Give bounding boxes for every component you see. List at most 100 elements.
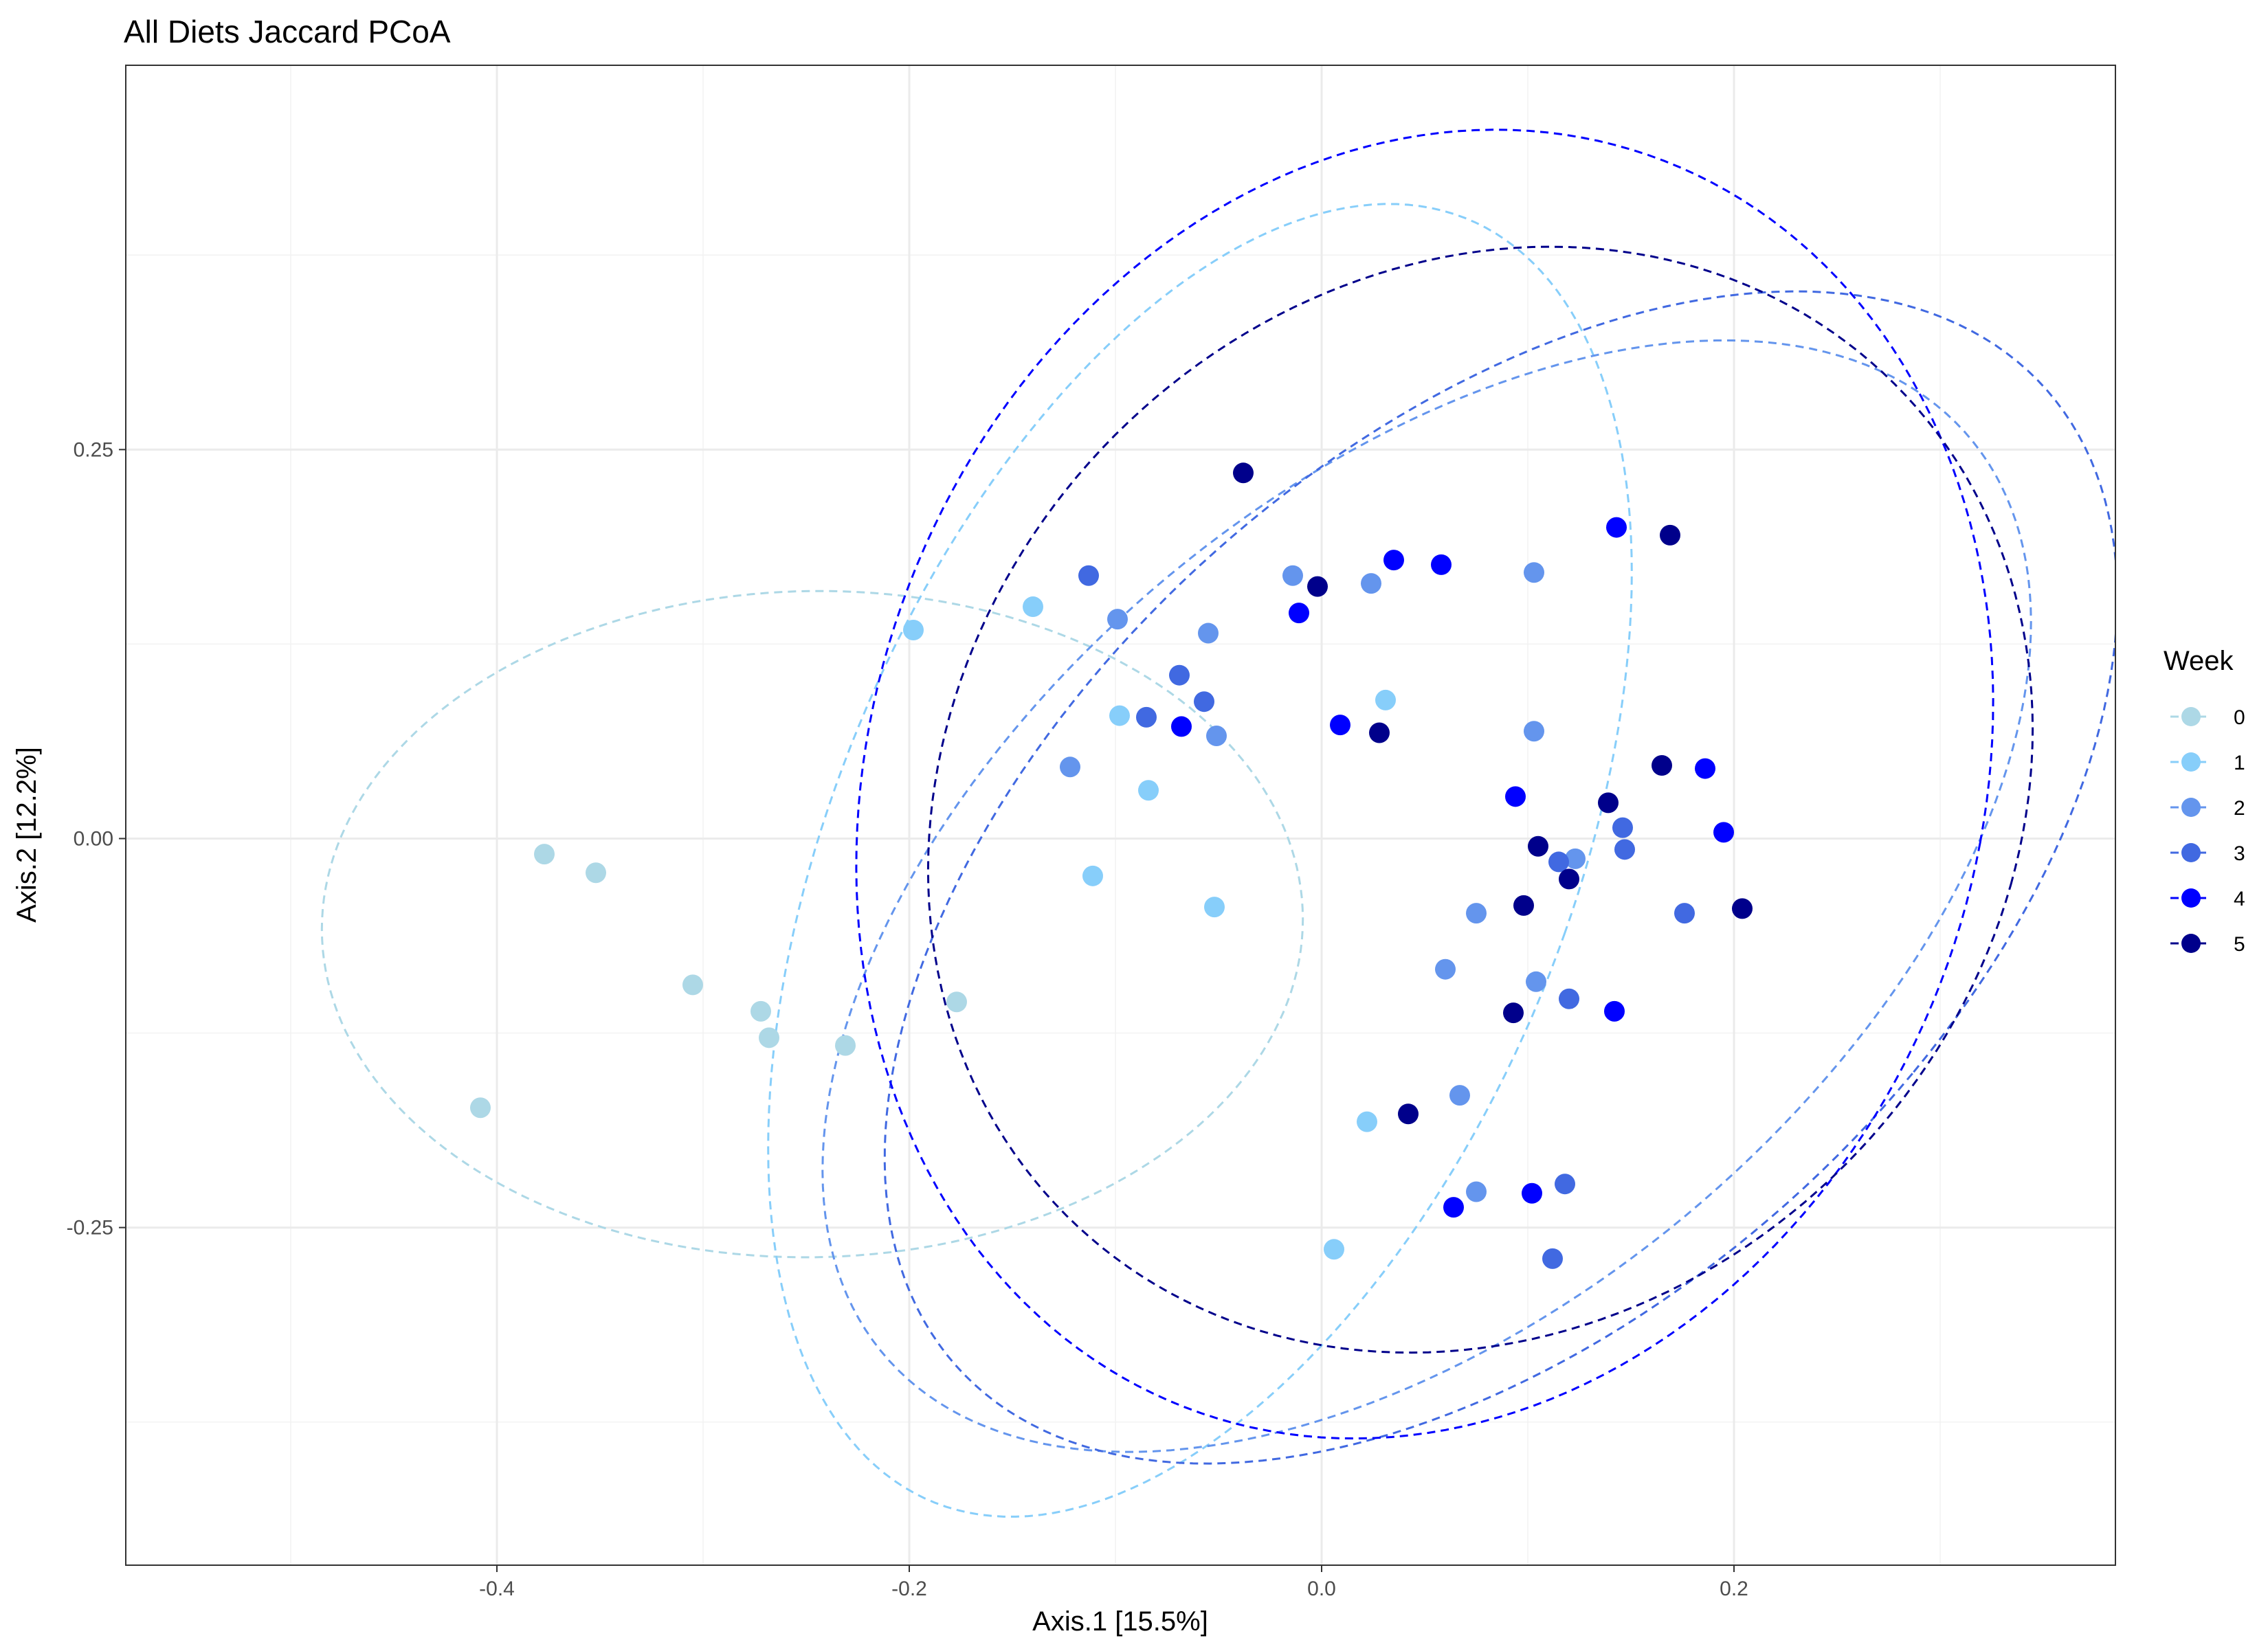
- point-week-2: [1060, 756, 1080, 778]
- point-week-1: [1375, 689, 1396, 710]
- point-week-1: [1357, 1111, 1377, 1132]
- point-week-1: [1023, 596, 1043, 618]
- y-tick-label: 0.25: [74, 438, 113, 461]
- point-week-2: [1526, 971, 1546, 992]
- point-week-1: [1204, 897, 1225, 918]
- point-week-3: [1559, 988, 1579, 1009]
- points-layer: [470, 462, 1753, 1269]
- point-week-4: [1443, 1197, 1464, 1218]
- point-week-4: [1604, 1000, 1625, 1022]
- legend-key-week-2: [2170, 798, 2212, 817]
- legend-key-week-4: [2170, 888, 2212, 908]
- ellipse-week-5: [926, 245, 2034, 1354]
- point-week-1: [903, 620, 924, 641]
- point-week-0: [586, 862, 606, 884]
- legend-key-week-5: [2170, 934, 2212, 953]
- point-week-3: [1542, 1248, 1563, 1269]
- legend-label-week-4: 4: [2234, 888, 2245, 910]
- legend-point: [2181, 888, 2201, 908]
- point-week-2: [1524, 562, 1544, 583]
- legend-point: [2181, 752, 2201, 772]
- x-axis: -0.4 -0.2 0.0 0.2: [479, 1565, 1748, 1600]
- point-week-5: [1307, 576, 1328, 597]
- point-week-2: [1466, 1181, 1487, 1202]
- point-week-5: [1732, 898, 1753, 919]
- point-week-2: [1524, 721, 1544, 742]
- point-week-5: [1559, 868, 1579, 890]
- point-week-0: [835, 1035, 856, 1056]
- y-axis: -0.25 0.00 0.25: [67, 438, 126, 1239]
- point-week-4: [1431, 554, 1452, 575]
- legend-point: [2181, 798, 2201, 817]
- ellipse-week-4: [855, 128, 1994, 1440]
- point-week-3: [1614, 839, 1635, 860]
- point-week-4: [1505, 786, 1526, 807]
- point-week-1: [1138, 780, 1159, 801]
- point-week-5: [1503, 1002, 1524, 1024]
- point-week-1: [1082, 865, 1103, 886]
- legend-label-week-1: 1: [2234, 752, 2245, 774]
- point-week-5: [1652, 755, 1672, 776]
- legend-label-week-2: 2: [2234, 797, 2245, 820]
- panel-border: [125, 65, 2116, 1566]
- point-week-4: [1171, 716, 1192, 737]
- legend-point: [2181, 707, 2201, 726]
- legend: Week 0 1 2 3 4 5: [2164, 646, 2245, 956]
- point-week-3: [1078, 565, 1099, 586]
- point-week-3: [1136, 706, 1157, 728]
- point-week-5: [1528, 835, 1548, 857]
- point-week-3: [1194, 691, 1214, 713]
- point-week-5: [1369, 722, 1390, 743]
- ellipse-week-0: [320, 590, 1304, 1259]
- x-tick-label: -0.2: [891, 1578, 927, 1600]
- point-week-0: [534, 844, 555, 865]
- point-week-0: [470, 1097, 491, 1119]
- point-week-3: [1612, 817, 1633, 838]
- point-week-4: [1383, 550, 1404, 571]
- point-week-2: [1198, 622, 1219, 644]
- grid-major: [126, 65, 2115, 1565]
- point-week-2: [1107, 609, 1128, 630]
- point-week-4: [1695, 758, 1715, 779]
- x-tick-label: 0.0: [1307, 1578, 1336, 1600]
- legend-title: Week: [2164, 646, 2234, 676]
- y-axis-title: Axis.2 [12.2%]: [12, 747, 42, 923]
- ellipse-week-3: [883, 290, 2115, 1465]
- legend-point: [2181, 843, 2201, 862]
- point-week-0: [682, 974, 703, 996]
- point-week-3: [1548, 851, 1569, 873]
- point-week-1: [1109, 705, 1130, 726]
- point-week-5: [1598, 792, 1619, 814]
- point-week-2: [1435, 958, 1456, 980]
- point-week-2: [1206, 726, 1227, 747]
- point-week-5: [1513, 895, 1534, 916]
- point-week-0: [759, 1027, 779, 1048]
- point-week-5: [1660, 524, 1680, 546]
- point-week-2: [1565, 848, 1586, 869]
- y-tick-label: 0.00: [74, 827, 113, 850]
- grid-minor: [126, 65, 2115, 1565]
- legend-key-week-0: [2170, 707, 2212, 726]
- chart-title: All Diets Jaccard PCoA: [124, 14, 451, 49]
- x-axis-title: Axis.1 [15.5%]: [1032, 1606, 1208, 1637]
- point-week-5: [1233, 462, 1254, 484]
- legend-point: [2181, 934, 2201, 953]
- y-tick-label: -0.25: [67, 1217, 113, 1239]
- point-week-2: [1449, 1085, 1470, 1106]
- point-week-4: [1289, 603, 1309, 624]
- point-week-3: [1674, 903, 1695, 924]
- point-week-0: [751, 1000, 771, 1022]
- point-week-3: [1555, 1174, 1575, 1195]
- point-week-4: [1713, 822, 1734, 843]
- point-week-4: [1606, 517, 1627, 538]
- point-week-4: [1522, 1182, 1542, 1204]
- legend-key-week-3: [2170, 843, 2212, 862]
- x-tick-label: 0.2: [1720, 1578, 1748, 1600]
- ellipse-week-2: [821, 339, 2032, 1453]
- point-week-0: [946, 991, 967, 1013]
- point-week-4: [1330, 715, 1350, 736]
- legend-label-week-5: 5: [2234, 933, 2245, 956]
- point-week-5: [1398, 1103, 1419, 1125]
- point-week-1: [1324, 1239, 1344, 1260]
